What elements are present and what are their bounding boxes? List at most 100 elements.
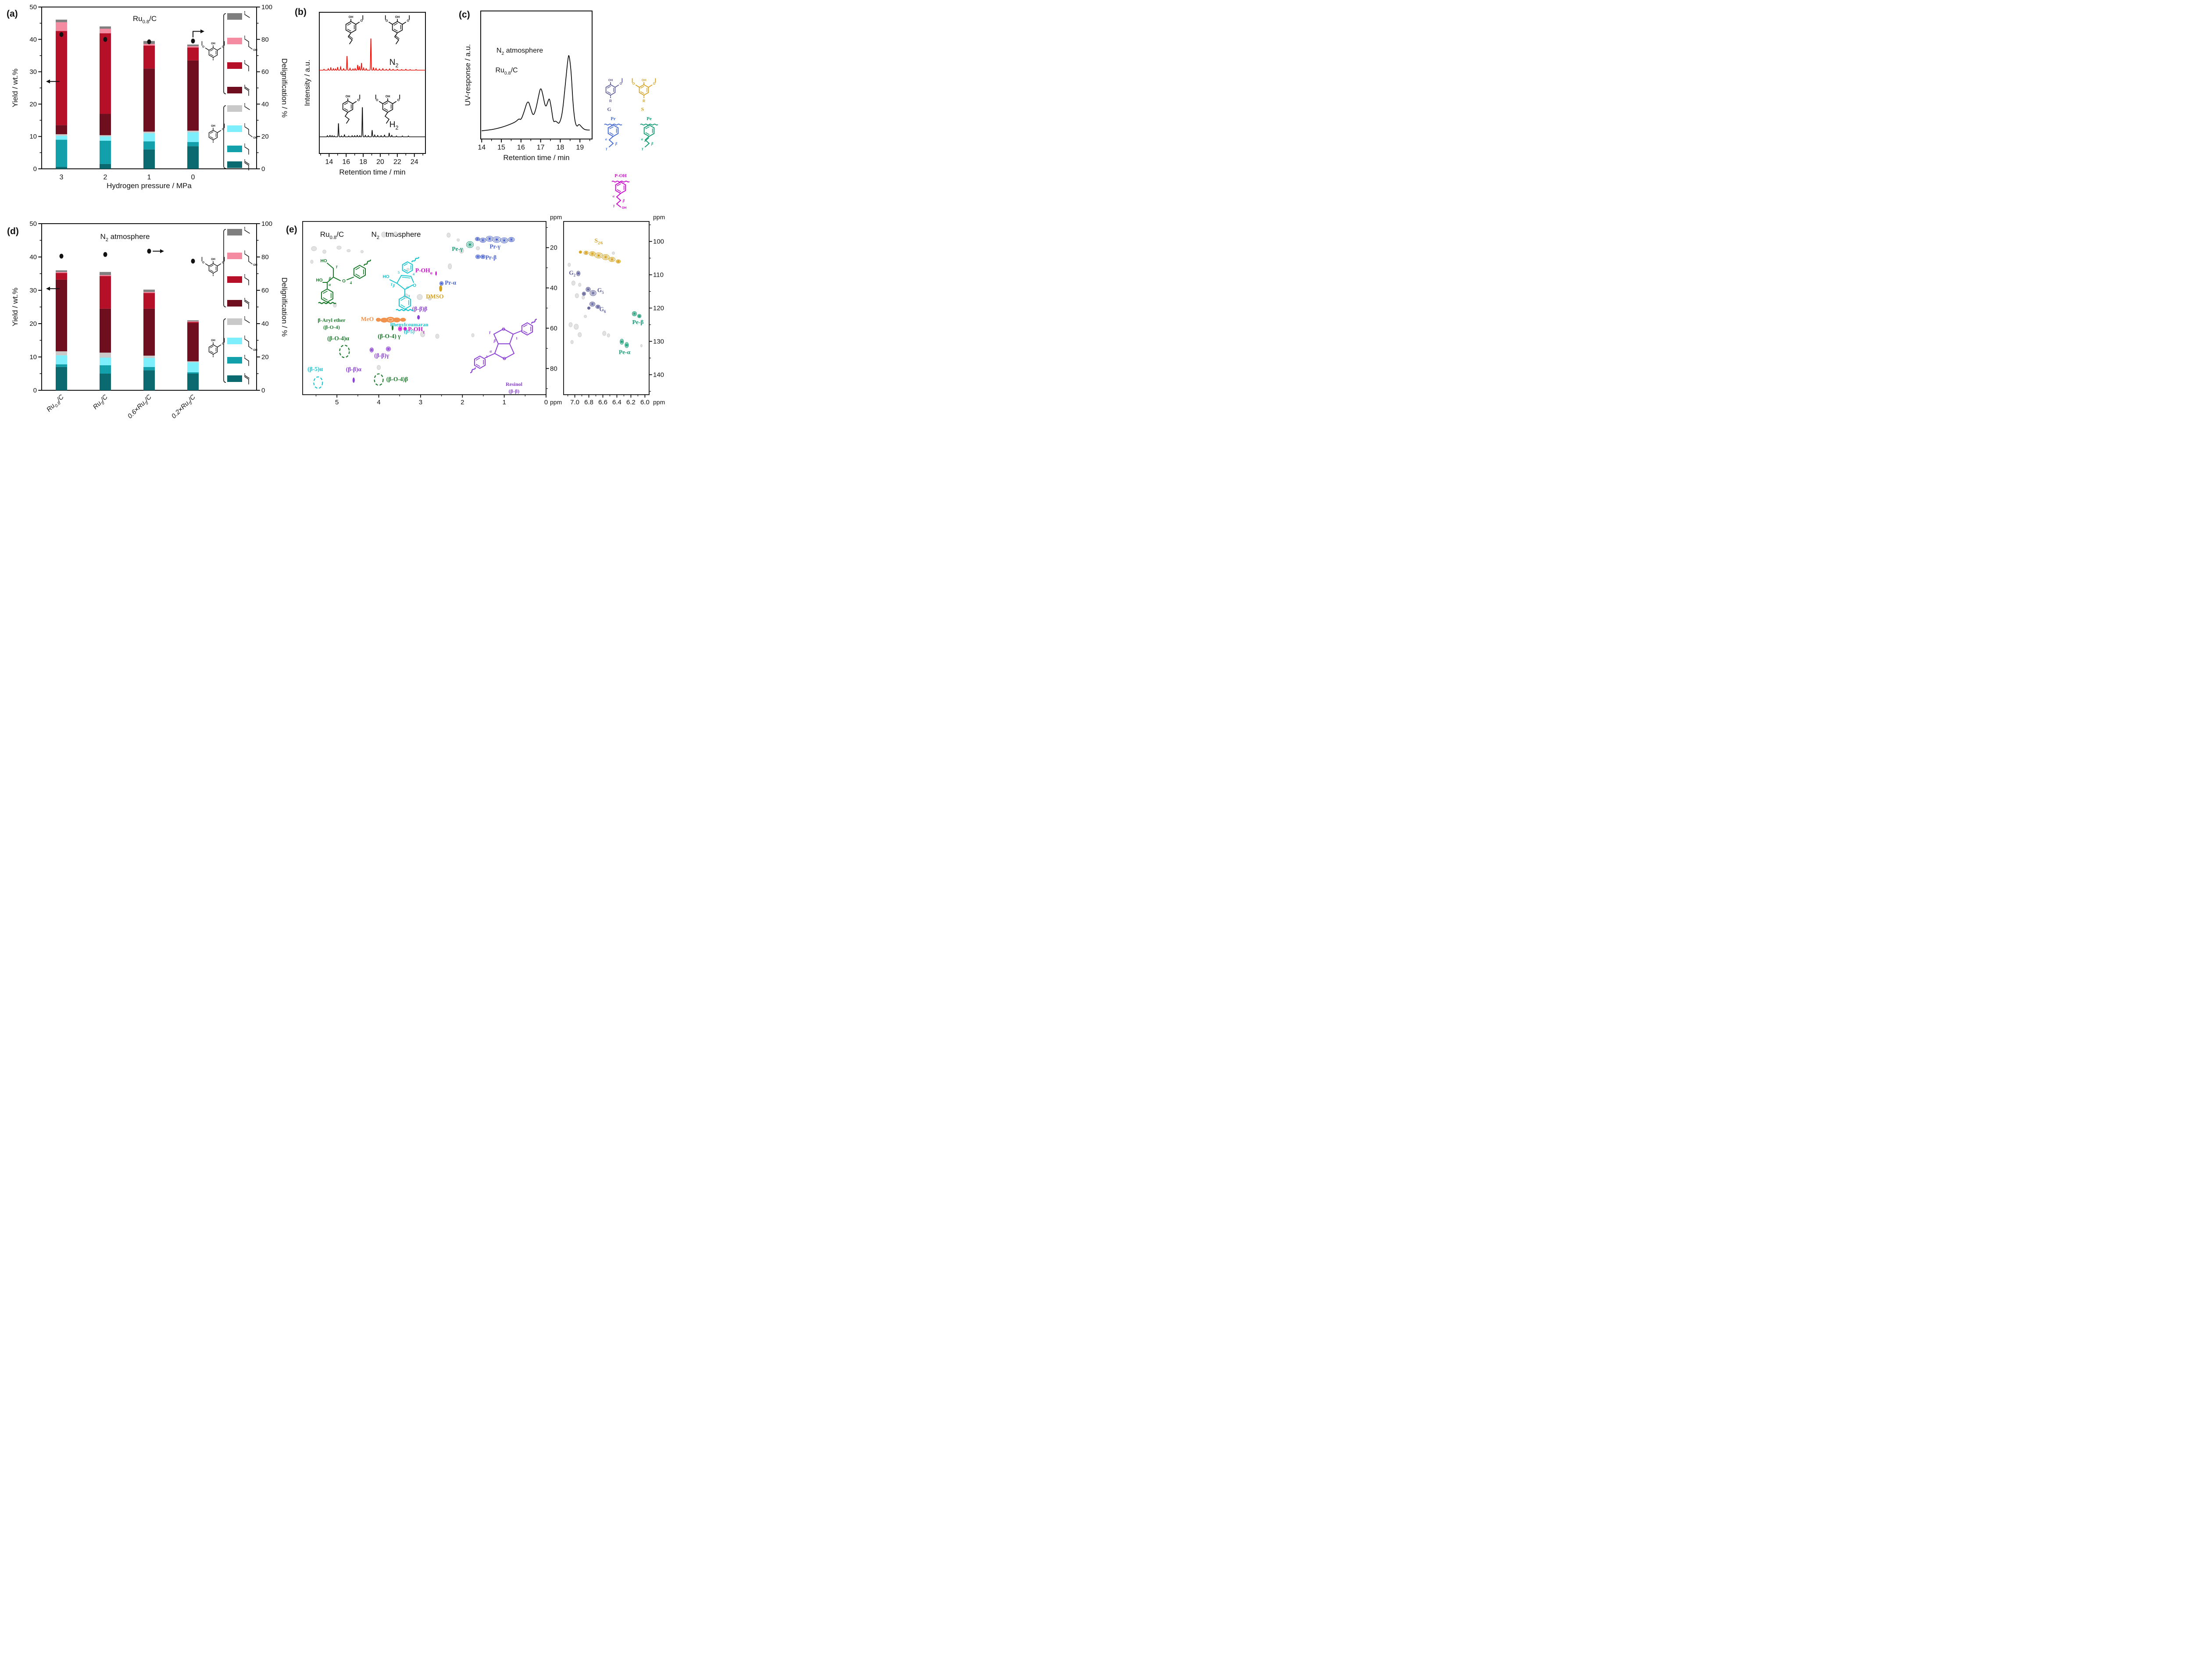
bar-segment-syringyl-propyl [187,322,199,323]
G6-peak [589,301,596,307]
P-OH-gamma-peak [398,326,402,332]
artifact-blob [428,296,432,300]
benzene-ring [474,355,486,369]
aromatic-bond [210,264,214,267]
beta-beta-gamma-peak-1 [371,349,373,351]
category-label: Ru0.8/C [45,393,66,415]
bar-segment-guaiacyl-propanol [56,355,67,364]
P-OH-gamma-peak [404,327,407,330]
y2-tick-label: 20 [261,353,269,361]
structure-caption: (β-β) [509,388,520,394]
G6-peak [596,305,600,308]
aromatic-bond [323,297,328,301]
methoxy-o-label: O [222,261,224,264]
peak-label: S2/6 [594,237,603,245]
text-label: HO [316,278,323,283]
peak-label: Pr-γ [489,243,500,250]
legend-swatch-S-methyl [227,229,242,235]
panel-title: N2 atmosphere [100,232,150,243]
peak-label: Pe-β [632,319,643,325]
y2-tick-label: 0 [261,387,265,394]
artifact-blob [574,324,579,330]
bar-segment-guaiacyl-propanol [100,136,111,141]
G6-peak [587,306,591,310]
x-tick-label: 5 [335,399,339,406]
G5-peak [586,288,590,291]
beta-beta-gamma-peak-1 [369,347,374,353]
line [244,339,249,342]
legend-bracket-S [223,229,226,307]
artifact-blob [332,303,337,308]
beta-label: β [622,199,625,203]
delignification-dot [59,32,64,37]
bar-segment-guaiacyl-methyl [100,135,111,137]
legend-swatch-S-methyl [227,13,242,20]
peak-label: P-OHα [415,267,432,275]
delignification-dot [147,249,151,254]
methoxy-o-label: O [376,99,379,102]
bar-segment-syringyl-propenyl [56,279,67,352]
panel-c-label: (c) [459,10,470,20]
benzene-ring [321,288,333,303]
x-tick-label: 24 [411,158,418,166]
G5-peak [586,287,591,292]
bar-segment-guaiacyl-propyl [187,372,199,374]
line [614,85,619,88]
y-tick-label: 0 [33,165,37,173]
H2-label: H2 [389,120,399,131]
x-tick-label: 2 [461,399,464,406]
line [244,88,249,91]
bar-segment-guaiacyl-methyl [187,361,199,363]
y-tick-label: 130 [653,338,664,345]
Pr-alpha-peak [440,282,443,285]
panel-c: 14 15 16 17 18 19 UV-response / a.u. Retention … [464,11,593,162]
aromatic-bond [323,290,328,294]
line [244,376,249,380]
line [401,275,411,277]
peak-label: Pr-β [486,254,496,260]
peak-label: (β-β)α [346,366,362,373]
line [616,193,621,197]
gamma-label: γ [613,203,615,207]
x-tick-label: 3 [419,399,422,406]
artifact-blob [568,263,571,267]
Pr-gamma-peak [475,237,479,240]
methoxy-o-label: O [386,20,388,23]
squiggle [640,124,658,125]
structure-caption: (β-O-4) [323,324,340,330]
artifact-blob [568,322,573,327]
text-label: β [329,276,331,281]
P-OH-gamma-peak [399,327,402,331]
r-label: R [609,99,612,103]
bar-segment-syringyl-propenyl [143,68,155,132]
line [396,283,405,290]
Pe-beta-peak [633,313,636,315]
Pe-alpha-peak [625,343,628,347]
line [245,86,250,90]
artifact-blob [584,314,587,318]
bar-segment-guaiacyl-propenyl [56,367,67,390]
y-tick-label: 110 [653,271,664,279]
bar-segment-guaiacyl-propenyl [143,149,155,169]
ppm-unit-bottom: ppm [653,399,665,406]
peak-label: G5 [597,287,604,295]
x-tick-label: 16 [517,144,525,151]
bar-segment-syringyl-propenyl [100,308,111,353]
artifact-blob [640,344,643,347]
Pr-gamma-peak [503,239,506,242]
structure-caption: β-Aryl ether [318,317,346,323]
S26-peak [603,255,608,259]
Pr-beta-peak [477,256,479,258]
S26-peak [617,260,619,262]
aromatic-bond [210,131,214,134]
S26-peak [604,256,607,258]
panel-e-catalyst: Ru0.8/C [320,230,344,240]
line [348,35,353,39]
line [244,63,249,67]
legend-swatch-G-methyl [227,105,242,112]
bar-segment-guaiacyl-propanol [187,362,199,372]
x-tick-label: 20 [376,158,384,166]
S26-peak [591,253,594,255]
panel-b-label: (b) [295,7,307,17]
